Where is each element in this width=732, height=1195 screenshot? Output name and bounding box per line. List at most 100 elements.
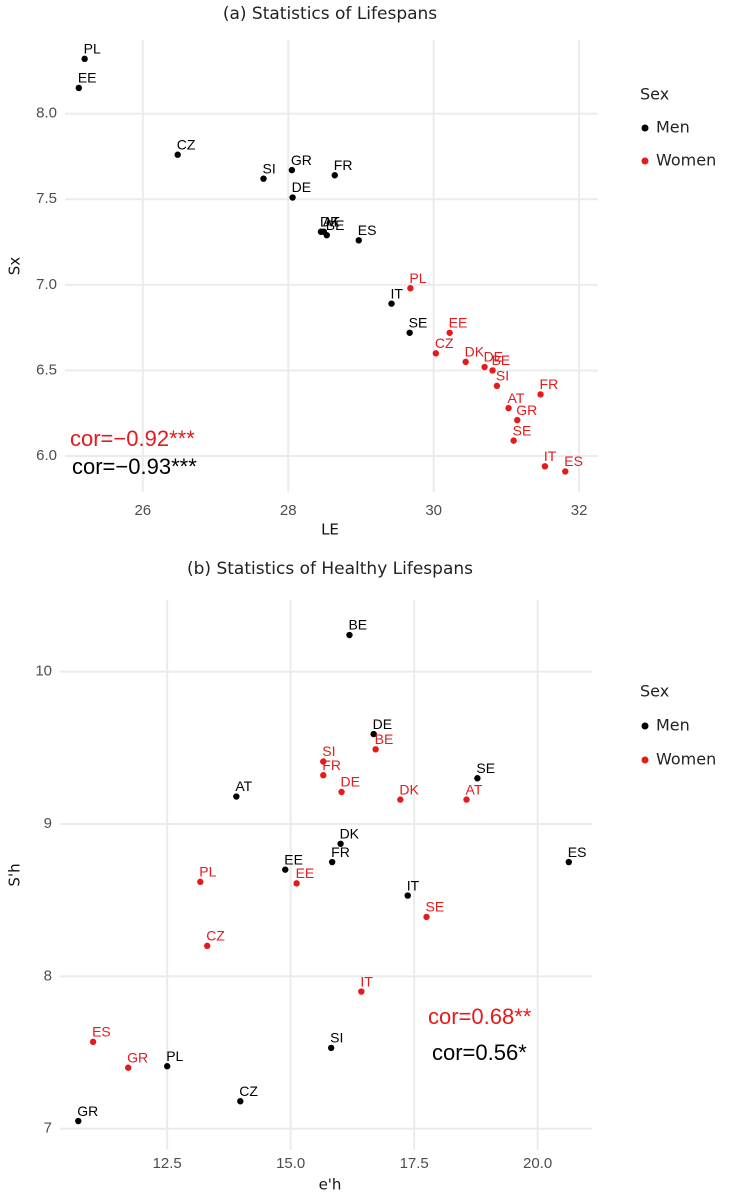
point-label: SI	[322, 743, 335, 759]
point-label: AT	[508, 390, 525, 406]
point	[237, 1098, 244, 1105]
point-label: AT	[466, 781, 483, 797]
point	[372, 746, 379, 753]
point	[337, 840, 344, 847]
point	[323, 231, 330, 239]
point-label: IT	[360, 973, 373, 989]
annotation: cor=−0.92***	[70, 426, 195, 451]
point-label: SE	[476, 760, 495, 776]
point-label: ES	[358, 222, 377, 238]
point	[388, 300, 395, 307]
x-tick-label: 12.5	[153, 1155, 182, 1172]
point-label: BE	[348, 617, 367, 633]
point	[423, 913, 430, 921]
y-tick-label: 6.5	[36, 361, 57, 378]
x-tick-label: 26	[134, 502, 151, 519]
point	[89, 1038, 97, 1046]
y-tick-label: 7.5	[36, 190, 57, 207]
point-label: EE	[449, 314, 468, 330]
point	[282, 866, 289, 873]
point-label: GR	[77, 1103, 98, 1119]
point-label: DE	[341, 774, 360, 790]
point-label: ES	[92, 1024, 111, 1040]
point-label: FR	[334, 157, 353, 173]
point	[320, 758, 327, 765]
chart-title: (b) Statistics of Healthy Lifespans	[187, 559, 473, 579]
point-label: IT	[407, 877, 420, 893]
x-tick-label: 17.5	[400, 1155, 429, 1172]
point-label: SE	[426, 899, 445, 915]
point-label: SE	[513, 422, 532, 438]
legend-marker	[641, 756, 649, 764]
point	[463, 796, 470, 803]
point	[174, 151, 181, 158]
legend-marker	[641, 157, 649, 165]
legend-title: Sex	[640, 682, 669, 701]
point-label: GR	[291, 152, 312, 168]
point-label: SI	[263, 160, 276, 176]
point	[446, 329, 453, 336]
legend-marker	[641, 124, 649, 132]
x-tick-label: 15.0	[276, 1155, 305, 1172]
point	[505, 404, 512, 412]
point-label: CZ	[177, 136, 196, 152]
point	[406, 329, 413, 336]
legend-label: Men	[656, 716, 690, 735]
point	[462, 358, 469, 366]
point	[481, 363, 488, 371]
point-label: DK	[320, 213, 340, 229]
point-label: SE	[409, 314, 428, 330]
point	[75, 1117, 82, 1125]
point	[338, 788, 345, 796]
chart-title: (a) Statistics of Lifespans	[223, 4, 437, 24]
x-axis-label: LE	[321, 521, 339, 539]
point-label: BE	[492, 352, 511, 368]
point	[514, 416, 521, 424]
point-label: BE	[375, 731, 394, 747]
x-tick-label: 30	[425, 502, 442, 519]
point	[163, 1063, 171, 1070]
point	[289, 194, 296, 201]
point	[358, 988, 365, 995]
y-tick-label: 6.0	[36, 447, 57, 464]
point-label: GR	[127, 1049, 148, 1065]
y-tick-label: 7.0	[36, 276, 57, 293]
point	[346, 631, 353, 639]
point	[404, 892, 411, 899]
point	[510, 437, 517, 444]
point	[328, 858, 336, 866]
point-label: SI	[496, 368, 509, 384]
point-label: EE	[296, 865, 315, 881]
point	[288, 166, 296, 174]
y-tick-label: 8	[44, 967, 52, 984]
point-label: CZ	[239, 1083, 258, 1099]
y-tick-label: 8.0	[36, 105, 57, 122]
legend-marker	[641, 722, 649, 730]
point	[407, 285, 414, 292]
annotation: cor=0.68**	[428, 1004, 532, 1029]
point-label: PL	[199, 864, 216, 880]
point-label: FR	[322, 757, 341, 773]
point-label: EE	[78, 70, 97, 86]
point-label: AT	[235, 778, 252, 794]
point-label: DK	[399, 781, 419, 797]
point	[75, 84, 83, 92]
point	[260, 175, 267, 182]
x-tick-label: 28	[280, 502, 297, 519]
y-tick-label: 10	[35, 663, 52, 680]
point	[320, 772, 327, 779]
point	[541, 463, 549, 470]
point-label: ES	[564, 453, 583, 469]
point-label: CZ	[435, 335, 454, 351]
y-tick-label: 7	[44, 1120, 52, 1137]
legend-label: Women	[656, 750, 716, 769]
point	[370, 730, 377, 738]
point-label: GR	[516, 402, 537, 418]
point	[355, 237, 362, 244]
annotation: cor=0.56*	[432, 1040, 527, 1065]
point-label: DE	[292, 179, 311, 195]
point-label: FR	[331, 844, 350, 860]
annotation: cor=−0.93***	[72, 454, 197, 479]
x-axis-label: e'h	[319, 1176, 342, 1194]
